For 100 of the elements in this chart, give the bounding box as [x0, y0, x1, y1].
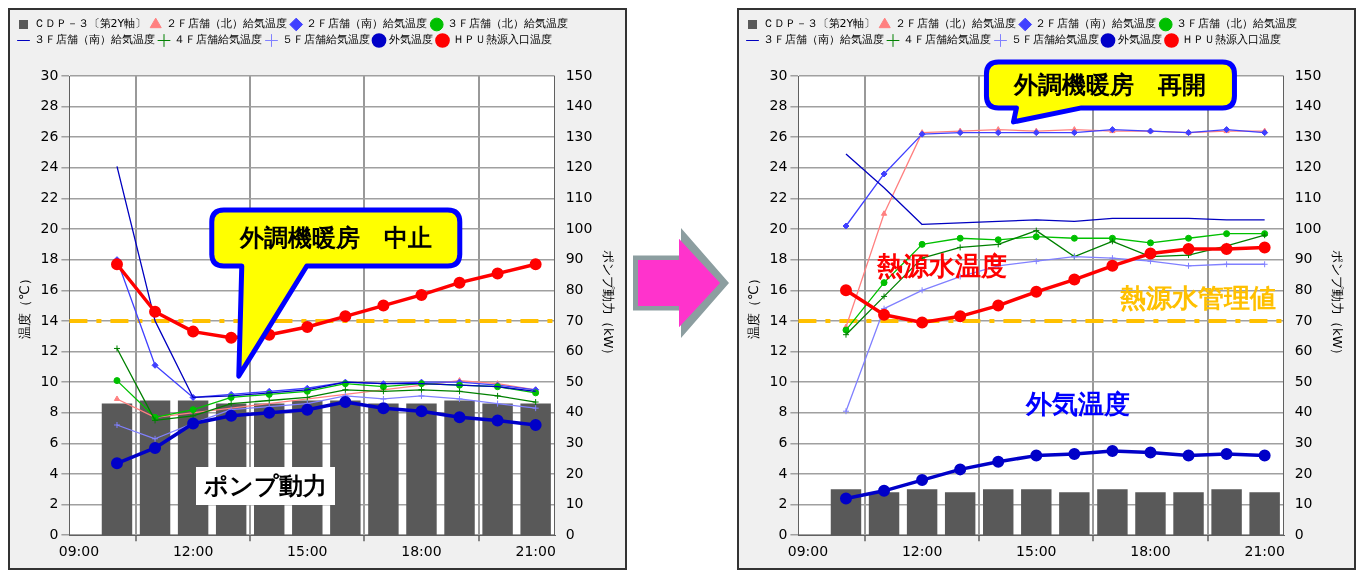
annotation: 外調機暖房 再開: [1014, 70, 1207, 99]
y2-tick-label: 90: [1294, 250, 1313, 267]
y-tick-label: 26: [769, 127, 788, 144]
x-tick-label: 09:00: [787, 543, 829, 560]
y2-tick-label: 0: [1294, 525, 1304, 542]
y2-tick-label: 50: [1294, 372, 1313, 389]
legend-label: ２Ｆ店舗（北）給気温度: [165, 17, 287, 31]
y-tick-label: 2: [49, 495, 59, 512]
annotation: ポンプ動力: [203, 472, 327, 501]
y2-tick-label: 60: [565, 342, 584, 359]
legend-label: 外気温度: [1118, 33, 1162, 47]
legend-label: ２Ｆ店舗（南）給気温度: [1035, 17, 1157, 31]
y-tick-label: 18: [40, 250, 59, 267]
y2-tick-label: 30: [1294, 434, 1313, 450]
y2-tick-label: 90: [565, 250, 584, 267]
legend-label: ＣＤＰ－３〔第2Y軸〕: [762, 17, 876, 31]
legend-label: ５Ｆ店舗給気温度: [1010, 33, 1099, 47]
legend-label: ＣＤＰ－３〔第2Y軸〕: [33, 17, 147, 31]
y-tick-label: 12: [769, 342, 788, 359]
y-tick-label: 0: [49, 525, 59, 542]
y-tick-label: 10: [769, 372, 788, 389]
y2-tick-label: 80: [1294, 280, 1313, 297]
annotation: 外調機暖房 中止: [239, 224, 432, 252]
y-tick-label: 28: [40, 97, 59, 114]
legend-label: ３Ｆ店舗（南）給気温度: [762, 33, 884, 47]
legend-label: ４Ｆ店舗給気温度: [174, 33, 262, 47]
y2-tick-label: 20: [565, 464, 584, 481]
y2-tick-label: 150: [1294, 66, 1322, 83]
y2-tick-label: 70: [1294, 311, 1313, 328]
y2-tick-label: 0: [565, 525, 575, 542]
x-tick-label: 12:00: [901, 543, 943, 560]
y2-tick-label: 150: [565, 66, 593, 83]
y2-tick-label: 50: [565, 372, 584, 389]
y2-tick-label: 20: [1294, 464, 1313, 481]
y-tick-label: 28: [769, 97, 788, 114]
y-tick-label: 16: [40, 280, 59, 297]
y2-tick-label: 60: [1294, 342, 1313, 359]
y-tick-label: 22: [40, 189, 59, 206]
legend-label: ４Ｆ店舗給気温度: [903, 33, 991, 47]
y-tick-label: 8: [49, 403, 59, 420]
y-tick-label: 6: [778, 434, 788, 450]
y2-tick-label: 110: [565, 189, 593, 206]
y-tick-label: 24: [40, 158, 59, 175]
y2-tick-label: 140: [565, 97, 593, 114]
legend-label: ３Ｆ店舗（北）給気温度: [446, 17, 568, 31]
x-tick-label: 18:00: [401, 543, 442, 560]
y2-axis-title: ポンプ動力（kW）: [600, 249, 616, 362]
y-tick-label: 22: [769, 189, 788, 206]
y-tick-label: 4: [49, 464, 59, 481]
y2-tick-label: 10: [565, 495, 584, 512]
y-tick-label: 6: [49, 434, 59, 450]
x-tick-label: 09:00: [58, 543, 100, 560]
y-tick-label: 30: [769, 66, 788, 83]
y-tick-label: 8: [778, 403, 788, 420]
y-tick-label: 10: [40, 372, 59, 389]
annotation: 外気温度: [1026, 388, 1131, 419]
y-tick-label: 26: [40, 127, 59, 144]
y-tick-label: 14: [769, 311, 788, 328]
y2-tick-label: 30: [565, 434, 584, 450]
x-tick-label: 12:00: [172, 543, 214, 560]
y-tick-label: 20: [769, 219, 788, 236]
legend-label: ３Ｆ店舗（北）給気温度: [1175, 17, 1297, 31]
y2-tick-label: 80: [565, 280, 584, 297]
y2-tick-label: 40: [565, 403, 584, 420]
x-tick-label: 15:00: [1016, 543, 1057, 560]
y2-tick-label: 70: [565, 311, 584, 328]
y-axis-title: 温度（℃）: [746, 272, 762, 339]
y-tick-label: 16: [769, 280, 788, 297]
x-tick-label: 18:00: [1130, 543, 1171, 560]
y2-tick-label: 130: [1294, 127, 1322, 144]
legend-label: ２Ｆ店舗（南）給気温度: [306, 17, 428, 31]
y2-tick-label: 10: [1294, 495, 1313, 512]
y-tick-label: 0: [778, 525, 788, 542]
legend-label: ５Ｆ店舗給気温度: [281, 33, 370, 47]
y2-tick-label: 120: [565, 158, 593, 175]
y2-tick-label: 110: [1294, 189, 1322, 206]
x-tick-label: 21:00: [1244, 543, 1285, 560]
y2-tick-label: 120: [1294, 158, 1322, 175]
y2-tick-label: 130: [565, 127, 593, 144]
y-tick-label: 20: [40, 219, 59, 236]
x-tick-label: 21:00: [515, 543, 556, 560]
y-tick-label: 4: [778, 464, 788, 481]
y-tick-label: 12: [40, 342, 59, 359]
legend-label: ＨＰＵ熱源入口温度: [452, 33, 552, 47]
legend-label: ２Ｆ店舗（北）給気温度: [894, 17, 1016, 31]
y2-axis-title: ポンプ動力（kW）: [1329, 249, 1345, 362]
y-tick-label: 24: [769, 158, 788, 175]
y-tick-label: 18: [769, 250, 788, 267]
legend-label: 外気温度: [389, 33, 433, 47]
y-axis-title: 温度（℃）: [17, 272, 33, 339]
y-tick-label: 30: [40, 66, 59, 83]
x-tick-label: 15:00: [287, 543, 328, 560]
ref-line-label: 熱源水管理値: [1118, 282, 1276, 313]
y-tick-label: 14: [40, 311, 59, 328]
y2-tick-label: 40: [1294, 403, 1313, 420]
y-tick-label: 2: [778, 495, 788, 512]
y2-tick-label: 100: [565, 219, 593, 236]
legend-label: ＨＰＵ熱源入口温度: [1181, 33, 1281, 47]
y2-tick-label: 140: [1294, 97, 1322, 114]
legend-label: ３Ｆ店舗（南）給気温度: [33, 33, 155, 47]
